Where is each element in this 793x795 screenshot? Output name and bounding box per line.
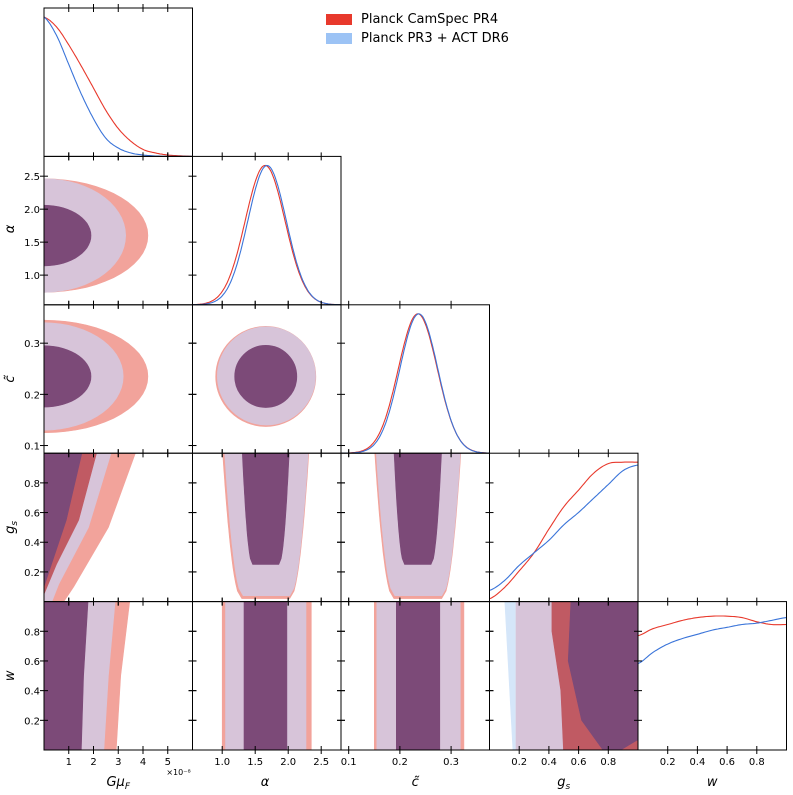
- y-tick-label-gs: 0.8: [24, 479, 40, 490]
- y-axis-label-gs: gs: [3, 521, 20, 534]
- legend-swatch-b: [326, 33, 352, 44]
- y-tick-label-alpha: 1.0: [24, 271, 40, 282]
- x-tick-label-gs: 0.2: [511, 757, 527, 768]
- contour-b68-c-w-group: [396, 601, 441, 750]
- y-tick-label-alpha: 2.0: [24, 205, 40, 216]
- x-tick-label-alpha: 1.0: [214, 757, 230, 768]
- x-tick-label-w: 0.2: [660, 757, 676, 768]
- panel-frame: [43, 7, 193, 157]
- x-tick-label-gs: 0.8: [600, 757, 616, 768]
- x-tick-label-Gmu: 4: [140, 757, 146, 768]
- marginal-a-alpha-group: [192, 164, 341, 305]
- y-tick-label-gs: 0.4: [24, 538, 40, 549]
- x-tick-label-w: 0.8: [749, 757, 765, 768]
- legend-swatch-a: [326, 14, 352, 25]
- marginal-a-alpha: [192, 164, 341, 305]
- y-tick-label-gs: 0.2: [24, 568, 40, 579]
- x-axis-label-gs: gs: [557, 775, 570, 791]
- contour-b68-alpha-w: [243, 601, 288, 750]
- marginal-a-gs-group: [489, 461, 638, 600]
- legend-entry-b: Planck PR3 + ACT DR6: [326, 29, 509, 48]
- x-tick-label-w: 0.6: [719, 757, 735, 768]
- y-tick-label-gs: 0.6: [24, 509, 40, 520]
- marginal-a-gs: [489, 461, 638, 600]
- contour-b68-c-gs: [393, 453, 442, 565]
- contour-b68-gmu-alpha: [44, 204, 92, 267]
- x-axis-label-alpha: α: [261, 775, 270, 790]
- marginal-b-c-group: [341, 313, 490, 454]
- y-tick-label-w: 0.4: [24, 687, 40, 698]
- marginal-a-c: [341, 313, 490, 454]
- y-axis-label-alpha: α: [3, 224, 18, 233]
- marginal-b-alpha: [192, 164, 341, 305]
- y-tick-label-w: 0.2: [24, 716, 40, 727]
- marginal-b-gmu: [44, 16, 193, 157]
- marginal-b-c: [341, 313, 490, 454]
- contour-b68-gmu-w-group: [44, 601, 89, 750]
- x-tick-label-alpha: 2.0: [280, 757, 296, 768]
- x-axis-multiplier-gmu: ×10⁻⁸: [166, 768, 190, 777]
- y-axis-label-c: c̃: [3, 375, 18, 383]
- legend-label-a: Planck CamSpec PR4: [361, 12, 499, 27]
- marginal-b-w-group: [638, 617, 787, 665]
- x-tick-label-gs: 0.6: [571, 757, 587, 768]
- marginal-b-gs-group: [489, 464, 638, 591]
- contour-b68-c-w: [396, 601, 441, 750]
- y-tick-label-c: 0.1: [24, 442, 40, 453]
- legend-entry-a: Planck CamSpec PR4: [326, 10, 509, 29]
- x-tick-label-c: 0.2: [392, 757, 408, 768]
- y-tick-label-c: 0.3: [24, 339, 40, 350]
- contour-b68-gmu-gs-group: [44, 453, 83, 587]
- contour-b68-gs-w: [567, 601, 638, 750]
- x-tick-label-Gmu: 1: [66, 757, 72, 768]
- marginal-a-gmu: [44, 16, 193, 157]
- contour-b68-gmu-w: [44, 601, 89, 750]
- y-tick-label-alpha: 2.5: [24, 172, 40, 183]
- marginal-a-c-group: [341, 313, 490, 454]
- contour-b68-alpha-gs-group: [242, 453, 290, 565]
- panel-frame: [637, 601, 787, 751]
- x-tick-label-alpha: 1.5: [247, 757, 263, 768]
- contour-b68-alpha-w-group: [243, 601, 288, 750]
- x-tick-label-gs: 0.4: [541, 757, 557, 768]
- x-tick-label-c: 0.1: [341, 757, 357, 768]
- marginal-b-gs: [489, 464, 638, 591]
- marginal-a-gmu-group: [44, 16, 193, 157]
- contour-b68-alpha-gs: [242, 453, 290, 565]
- contour-b68-c-gs-group: [393, 453, 442, 565]
- x-tick-label-Gmu: 2: [90, 757, 96, 768]
- y-tick-label-alpha: 1.5: [24, 238, 40, 249]
- contour-b68-gmu-gs: [44, 453, 83, 587]
- contour-b68-gs-w-group: [567, 601, 638, 750]
- marginal-b-gmu-group: [44, 16, 193, 157]
- x-tick-label-Gmu: 3: [115, 757, 121, 768]
- marginal-b-alpha-group: [192, 164, 341, 305]
- x-tick-label-alpha: 2.5: [313, 757, 329, 768]
- x-tick-label-w: 0.4: [689, 757, 705, 768]
- contour-b68-gmu-alpha-group: [44, 204, 92, 267]
- y-tick-label-w: 0.6: [24, 657, 40, 668]
- legend-label-b: Planck PR3 + ACT DR6: [361, 31, 509, 46]
- x-axis-label-w: w: [707, 775, 718, 790]
- panel-frame: [192, 155, 342, 306]
- legend: Planck CamSpec PR4 Planck PR3 + ACT DR6: [326, 10, 509, 48]
- x-tick-label-Gmu: 5: [165, 757, 171, 768]
- marginal-a-w: [638, 615, 787, 637]
- marginal-b-w: [638, 617, 787, 665]
- panel-frame: [340, 304, 490, 454]
- contour-b68-alpha-c-group: [234, 345, 298, 408]
- y-tick-label-c: 0.2: [24, 390, 40, 401]
- marginal-a-w-group: [638, 615, 787, 637]
- contour-b68-alpha-c: [234, 345, 298, 408]
- contour-b68-gmu-c: [44, 345, 92, 408]
- contour-b68-gmu-c-group: [44, 345, 92, 408]
- x-axis-label-gmu: GμF: [106, 775, 130, 791]
- x-tick-label-c: 0.3: [443, 757, 459, 768]
- y-tick-label-w: 0.8: [24, 627, 40, 638]
- x-axis-label-c: c̃: [412, 775, 420, 790]
- y-axis-label-w: w: [3, 670, 18, 681]
